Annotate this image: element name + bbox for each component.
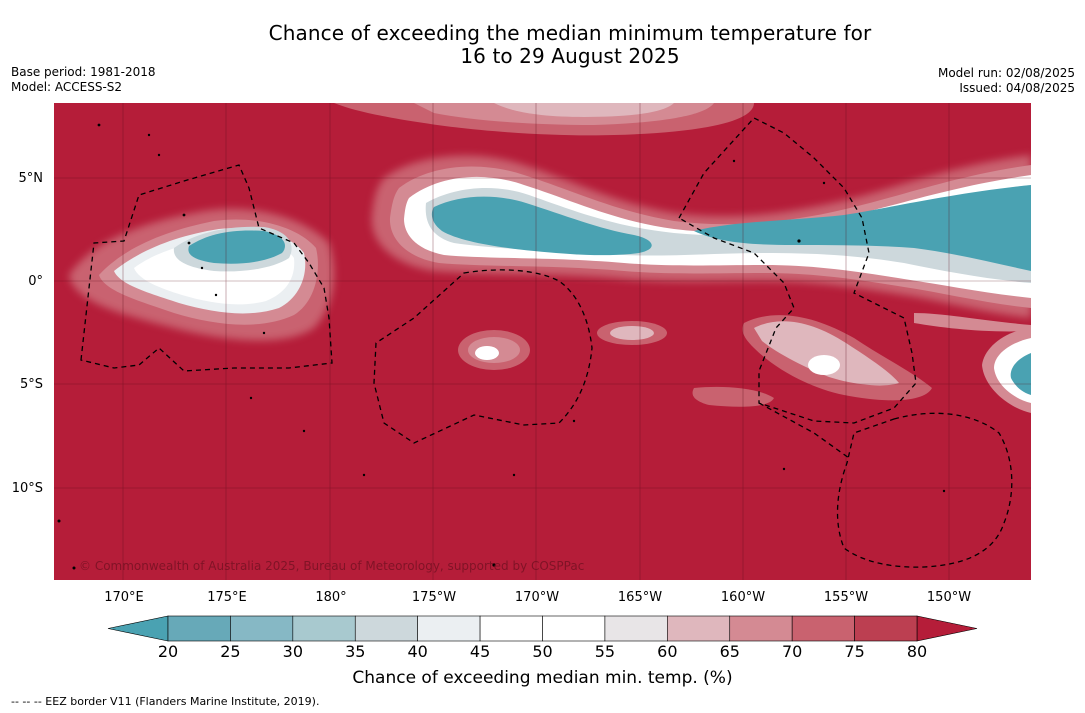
lat-label-10s: 10°S <box>11 481 43 496</box>
east-cool-region <box>982 328 1031 413</box>
meta-right: Model run: 02/08/2025 Issued: 04/08/2025 <box>938 66 1075 96</box>
lat-label-5n: 5°N <box>18 171 44 186</box>
colorbar-tick-label: 35 <box>345 642 366 661</box>
meta-left: Base period: 1981-2018 Model: ACCESS-S2 <box>11 65 156 95</box>
colorbar-tick-label: 50 <box>532 642 553 661</box>
colorbar-tick-label: 40 <box>407 642 428 661</box>
colorbar-segment <box>230 615 294 642</box>
colorbar-under-arrow <box>107 615 169 642</box>
eez-borders <box>80 117 1013 568</box>
equatorial-cool-band <box>371 155 1031 318</box>
colorbar-tick-label: 30 <box>282 642 304 661</box>
lon-label-165w: 165°W <box>617 590 663 605</box>
colorbar-segment <box>854 615 918 642</box>
lat-label-5s: 5°S <box>19 377 43 392</box>
lon-label-150w: 150°W <box>926 590 972 605</box>
west-anomaly-region <box>69 208 334 341</box>
base-period-text: Base period: 1981-2018 <box>11 65 156 79</box>
colorbar-segment <box>479 615 543 642</box>
issued-text: Issued: 04/08/2025 <box>959 81 1075 95</box>
gridlines <box>54 103 1031 580</box>
map-title-line1: Chance of exceeding the median minimum t… <box>268 21 872 45</box>
colorbar-segment <box>417 615 481 642</box>
colorbar-tick-label: 45 <box>469 642 491 661</box>
eez-legend-footer: -- -- -- EEZ border V11 (Flanders Marine… <box>11 695 320 708</box>
small-anomaly-patches <box>458 313 1031 407</box>
north-anomaly-band <box>334 103 754 136</box>
forecast-map <box>54 103 1031 580</box>
map-title-line2: 16 to 29 August 2025 <box>460 44 680 68</box>
model-text: Model: ACCESS-S2 <box>11 80 123 94</box>
colorbar-tick-label: 80 <box>906 642 928 661</box>
copyright-notice: © Commonwealth of Australia 2025, Bureau… <box>79 559 585 573</box>
lon-label-180: 180° <box>315 590 347 605</box>
colorbar-tick-label: 55 <box>594 642 616 661</box>
colorbar-tick-label: 25 <box>220 642 241 661</box>
colorbar-segment <box>791 615 855 642</box>
colorbar-segment <box>729 615 793 642</box>
colorbar-tick-label: 60 <box>657 642 678 661</box>
colorbar-segment <box>604 615 668 642</box>
colorbar-segment <box>292 615 356 642</box>
colorbar-tick-label: 65 <box>719 642 740 661</box>
lon-label-175w: 175°W <box>411 590 457 605</box>
map-title: Chance of exceeding the median minimum t… <box>0 22 1085 68</box>
lon-label-170e: 170°E <box>104 590 144 605</box>
colorbar-tick-label: 75 <box>844 642 865 661</box>
colorbar-tick-label: 20 <box>157 642 179 661</box>
colorbar-tick-label: 70 <box>781 642 803 661</box>
colorbar-over-arrow <box>916 615 978 642</box>
colorbar-segment <box>667 615 731 642</box>
lon-label-160w: 160°W <box>720 590 766 605</box>
model-run-text: Model run: 02/08/2025 <box>937 66 1075 80</box>
colorbar-segments <box>167 615 918 642</box>
lon-label-175e: 175°E <box>207 590 247 605</box>
colorbar-segment <box>354 615 418 642</box>
colorbar-title: Chance of exceeding median min. temp. (%… <box>352 668 733 688</box>
lon-label-155w: 155°W <box>823 590 869 605</box>
colorbar-segment <box>167 615 231 642</box>
map-canvas <box>54 103 1031 580</box>
island-markers <box>57 123 946 570</box>
lon-label-170w: 170°W <box>514 590 560 605</box>
colorbar-segment <box>542 615 606 642</box>
colorbar <box>107 615 978 642</box>
lat-label-0: 0° <box>28 274 43 289</box>
